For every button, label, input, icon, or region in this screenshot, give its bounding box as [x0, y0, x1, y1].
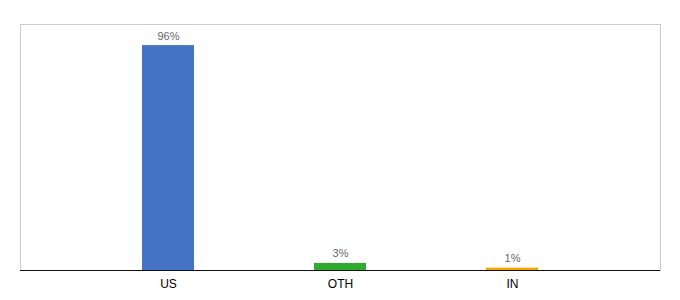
svg-text:IN: IN	[507, 277, 519, 291]
svg-text:96%: 96%	[157, 30, 179, 42]
svg-text:3%: 3%	[333, 247, 349, 259]
svg-text:OTH: OTH	[328, 277, 353, 291]
svg-text:US: US	[160, 277, 177, 291]
svg-text:1%: 1%	[505, 252, 521, 264]
